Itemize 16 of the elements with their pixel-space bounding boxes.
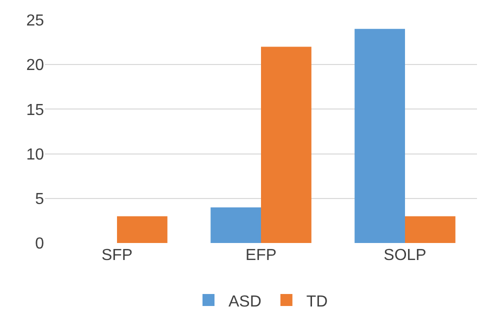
legend-label: ASD [228,293,262,310]
bar [210,207,261,243]
x-tick-label: EFP [245,247,277,264]
y-tick-label: 15 [26,102,44,119]
bar [117,216,168,243]
y-tick-label: 5 [35,191,44,208]
x-tick-label: SOLP [384,247,426,264]
y-tick-label: 20 [26,57,44,74]
bar [405,216,456,243]
y-tick-label: 10 [26,146,44,164]
x-tick-label: SFP [101,247,133,264]
bar [354,28,405,243]
y-tick-label: 0 [35,236,44,253]
y-tick-label: 25 [26,12,44,30]
bar [261,46,312,243]
legend-label: TD [306,293,328,310]
